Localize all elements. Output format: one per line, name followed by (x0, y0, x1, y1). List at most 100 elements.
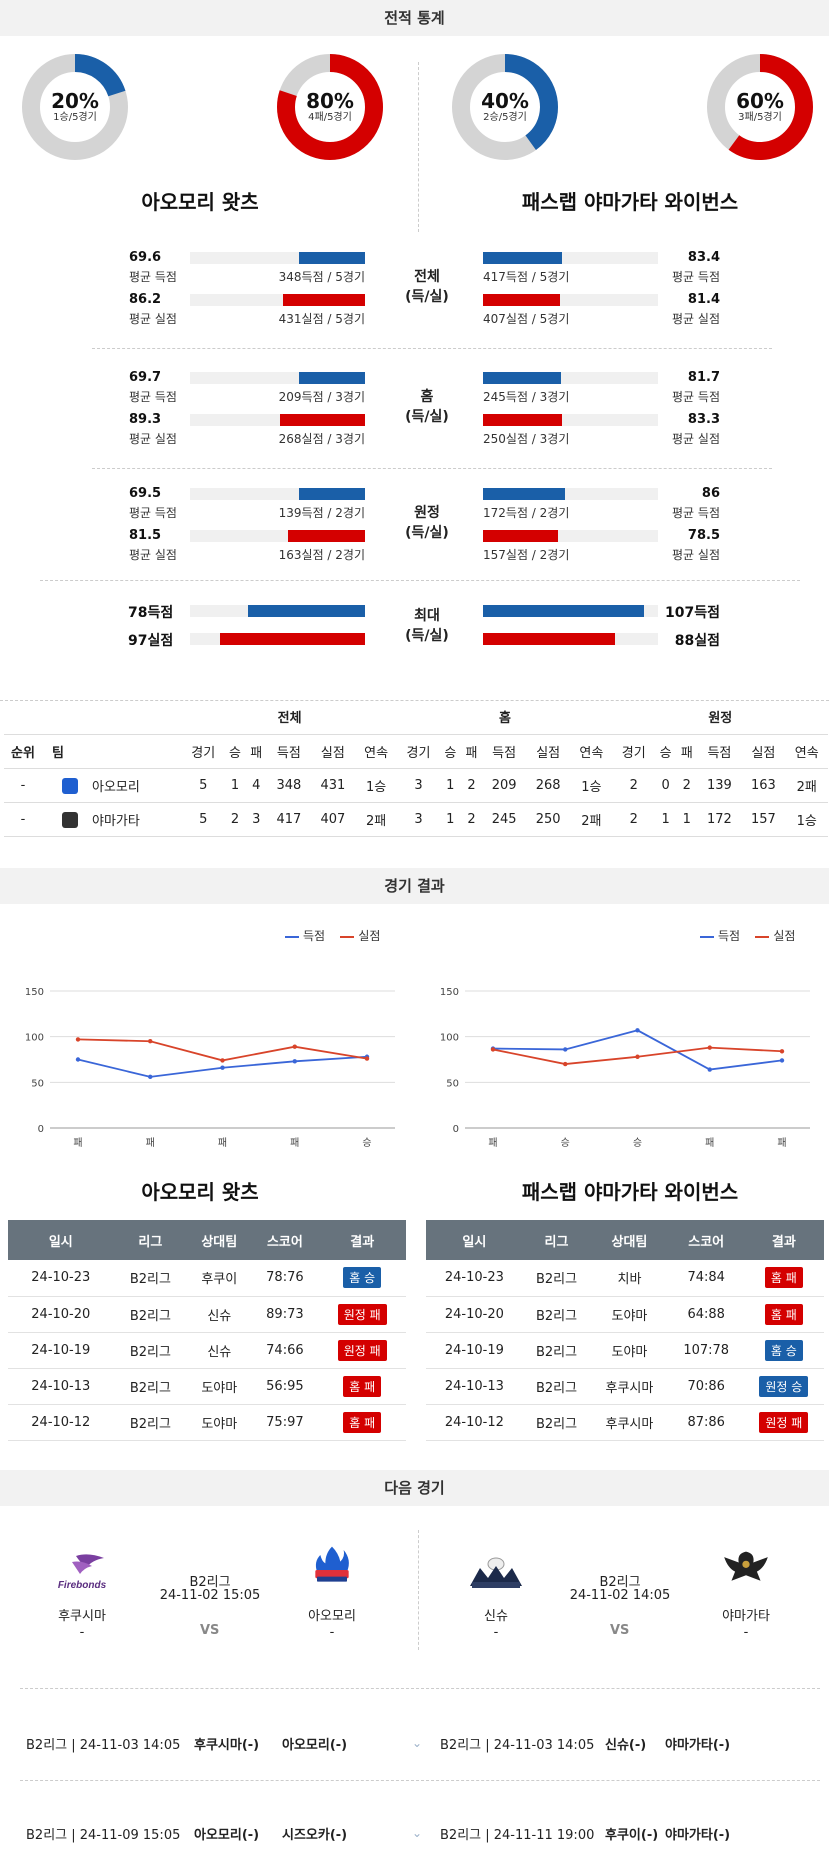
results-row: 24-10-19 B2리그 신슈 74:66 원정 패 (8, 1332, 406, 1369)
result-badge: 홈 패 (343, 1411, 382, 1433)
next2-away-extra: - (743, 1625, 749, 1640)
standings-group-all: 전체 (182, 700, 398, 735)
chevron-down-icon[interactable]: ⌄ (412, 1826, 423, 1840)
col-header: 실점 (310, 734, 355, 769)
col-header: 경기 (182, 734, 225, 769)
standings-cell: 172 (697, 802, 742, 837)
next1-home-name: 후쿠시마 (58, 1609, 106, 1624)
stat-right-conceded-avg: 83.3 (687, 412, 720, 427)
fixtures-divider-top (20, 1688, 820, 1689)
stat-left-conceded-label: 평균 실점 (129, 548, 177, 562)
standings-team: 아오모리 (42, 768, 182, 803)
results-col-header: 결과 (743, 1220, 824, 1260)
chevron-down-icon[interactable]: ⌄ (412, 1736, 423, 1750)
results-score: 107:78 (668, 1332, 744, 1369)
fixture-left-team-a[interactable]: 아오모리(-) (194, 1828, 260, 1843)
col-header: 패 (676, 734, 698, 769)
standings-group-row: 전체 홈 원정 (4, 700, 828, 735)
y-tick-label: 100 (440, 1033, 459, 1044)
fixture-left-team-a[interactable]: 후쿠시마(-) (194, 1738, 260, 1753)
results-col-header: 일시 (426, 1220, 523, 1260)
standings-cell: 2 (460, 768, 483, 803)
results-league: B2리그 (522, 1296, 591, 1333)
stat-left-scored-text: 209득점 / 3경기 (278, 390, 365, 404)
results-col-header: 일시 (8, 1220, 114, 1260)
yamagata-logo-icon (724, 1551, 768, 1581)
x-tick-label: 승 (561, 1137, 570, 1149)
col-header: 패 (460, 734, 483, 769)
next1-away-extra: - (329, 1625, 335, 1640)
results-col-header: 리그 (113, 1220, 188, 1260)
donut-arc (452, 54, 558, 160)
fixture-right-team-b[interactable]: 야마가타(-) (665, 1828, 731, 1843)
x-tick-label: 패 (73, 1137, 82, 1149)
results-date: 24-10-23 (426, 1260, 523, 1297)
standings-cell: 209 (482, 768, 527, 803)
stat-right-scored-bar (483, 372, 561, 384)
data-point (75, 1057, 81, 1062)
fixture-left-info: B2리그 | 24-11-03 14:05 (26, 1738, 181, 1753)
results-opp: 도야마 (187, 1368, 252, 1405)
stat-left-scored-bar (298, 372, 365, 384)
results-score: 74:66 (251, 1332, 319, 1369)
stat-right-scored-text: 245득점 / 3경기 (483, 390, 570, 404)
next2-home-name: 신슈 (484, 1609, 508, 1624)
result-badge: 원정 패 (337, 1303, 387, 1325)
results-score: 89:73 (251, 1296, 319, 1333)
results-result: 원정 패 (318, 1296, 406, 1333)
fixture-left-team-b[interactable]: 시즈오카(-) (282, 1828, 348, 1843)
results-league: B2리그 (522, 1404, 591, 1441)
stat-right-scored-text: 172득점 / 2경기 (483, 506, 570, 520)
standings-cell: 1 (439, 802, 461, 837)
stat-left-conceded-avg: 86.2 (129, 292, 162, 307)
standings-cell: 4 (245, 768, 267, 803)
fixture-right-team-b[interactable]: 야마가타(-) (665, 1738, 731, 1753)
fixture-right-info: B2리그 | 24-11-03 14:05 (440, 1738, 595, 1753)
result-badge: 홈 패 (343, 1375, 382, 1397)
max-left-scored: 78득점 (128, 605, 174, 621)
results-col-header: 리그 (522, 1220, 591, 1260)
stat-left-conceded-label: 평균 실점 (129, 432, 177, 446)
standings-cell: 407 (310, 802, 355, 837)
results-row: 24-10-19 B2리그 도야마 107:78 홈 승 (426, 1332, 824, 1369)
results-opp: 후쿠이 (187, 1260, 252, 1297)
results-date: 24-10-19 (8, 1332, 114, 1369)
standings-header-row: 순위 팀 경기 승 패 득점 실점 연속 경기 승 패 득점 실점 연속 경기 승 패 득점 실점 연속 (4, 734, 828, 769)
result-badge: 홈 승 (764, 1339, 803, 1361)
y-tick-label: 150 (440, 987, 459, 998)
data-point (779, 1049, 785, 1054)
results-opp: 도야마 (590, 1332, 669, 1369)
standings-table: 전체 홈 원정 순위 팀 경기 승 패 득점 실점 연속 경기 승 패 득점 실점 연속 경기 승 패 득점 실점 연… (4, 700, 828, 837)
col-rank: 순위 (4, 734, 42, 769)
col-header: 연속 (354, 734, 398, 769)
result-badge: 홈 패 (764, 1303, 803, 1325)
stat-left-conceded-bar (283, 294, 365, 306)
results-score: 75:97 (251, 1404, 319, 1441)
fixture-left-team-b[interactable]: 아오모리(-) (282, 1738, 348, 1753)
results-col-header: 스코어 (251, 1220, 319, 1260)
next1-away-name: 아오모리 (308, 1609, 356, 1624)
col-header: 승 (224, 734, 246, 769)
stat-right-scored-avg: 83.4 (687, 250, 720, 265)
stat-left-conceded-avg: 81.5 (129, 528, 162, 543)
donut-home-loss (277, 54, 383, 160)
fixture-right-team-a[interactable]: 후쿠이(-) (605, 1828, 659, 1843)
results-row: 24-10-20 B2리그 도야마 64:88 홈 패 (426, 1296, 824, 1333)
standings-team: 야마가타 (42, 802, 182, 837)
results-opp: 도야마 (590, 1296, 669, 1333)
home-results-table: 일시 리그 상대팀 스코어 결과 24-10-23 B2리그 후쿠이 78:76 홈 승 24-10… (8, 1220, 406, 1441)
stat-left-scored-avg: 69.5 (129, 486, 162, 501)
next-divider (418, 1530, 419, 1650)
fixture-right-team-a[interactable]: 신슈(-) (605, 1738, 647, 1753)
stat-category-sub: (득/실) (405, 525, 449, 541)
results-row: 24-10-12 B2리그 후쿠시마 87:86 원정 패 (426, 1404, 824, 1441)
legend-conceded-label: 실점 (358, 929, 381, 943)
stat-right-conceded-label: 평균 실점 (672, 312, 720, 326)
stat-group-divider (92, 348, 772, 349)
fukushima-logo-icon: Firebonds (58, 1554, 107, 1591)
donut-away-loss (707, 54, 813, 160)
results-league: B2리그 (522, 1368, 591, 1405)
legend-conceded-swatch (340, 935, 355, 938)
standings-cell: 163 (741, 768, 786, 803)
stat-right-conceded-label: 평균 실점 (672, 548, 720, 562)
